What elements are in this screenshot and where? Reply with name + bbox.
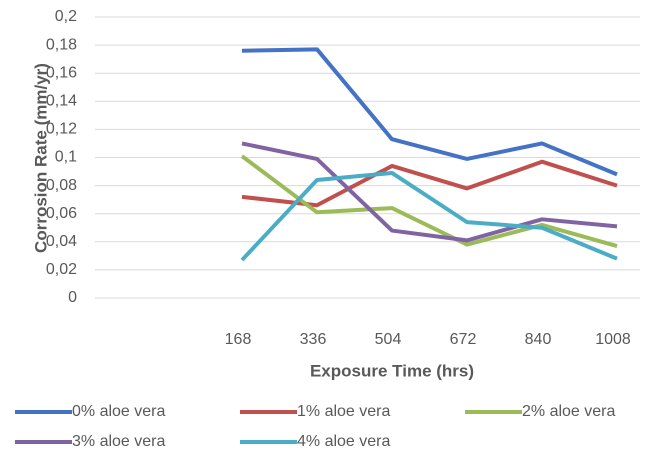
legend-label: 3% aloe vera	[72, 433, 165, 450]
y-tick-label: 0,08	[46, 177, 77, 194]
x-tick-label: 1008	[595, 331, 631, 348]
y-axis-label: Corrosion Rate (mm/yr)	[31, 63, 50, 253]
y-tick-label: 0,06	[46, 205, 77, 222]
y-tick-label: 0,2	[55, 8, 77, 25]
y-tick-label: 0,18	[46, 36, 77, 53]
line-series	[241, 141, 618, 243]
x-axis-label: Exposure Time (hrs)	[310, 361, 474, 380]
y-tick-label: 0,14	[46, 93, 77, 110]
line-series	[240, 170, 618, 262]
legend-label: 4% aloe vera	[297, 433, 390, 450]
legend-label: 1% aloe vera	[297, 403, 390, 420]
x-tick-label: 168	[225, 331, 252, 348]
x-tick-label: 336	[300, 331, 327, 348]
x-tick-label: 504	[375, 331, 402, 348]
y-tick-label: 0,16	[46, 64, 77, 81]
y-tick-label: 0,12	[46, 121, 77, 138]
line-series	[241, 47, 618, 177]
line-series	[240, 154, 618, 248]
y-tick-label: 0,1	[55, 149, 77, 166]
y-tick-label: 0,04	[46, 233, 77, 250]
x-tick-label: 840	[525, 331, 552, 348]
y-tick-label: 0,02	[46, 261, 77, 278]
y-tick-label: 0	[68, 289, 77, 306]
x-tick-label: 672	[450, 331, 477, 348]
legend-label: 2% aloe vera	[522, 403, 615, 420]
legend-label: 0% aloe vera	[72, 403, 165, 420]
